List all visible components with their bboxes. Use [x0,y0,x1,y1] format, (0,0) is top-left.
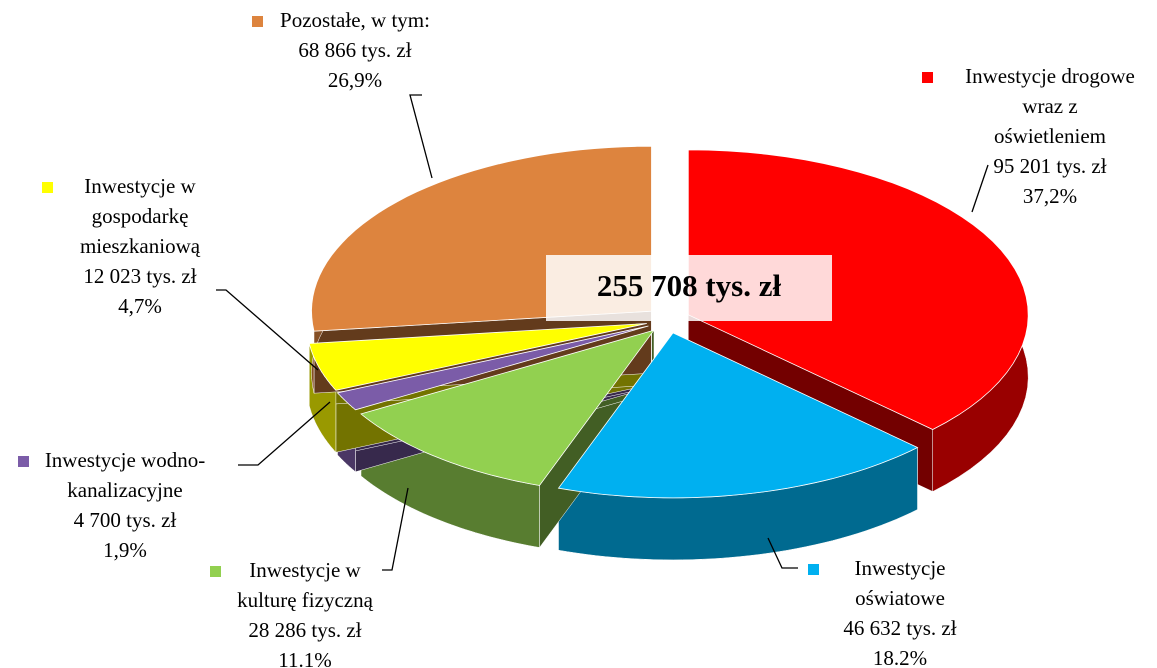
leader-line [216,289,319,371]
legend-marker [18,456,29,467]
leader-line [238,401,331,466]
category-label: Inwestycje drogowe [965,64,1135,88]
labels: Inwestycje drogowe wraz z oświetleniem 95 2… [18,8,1135,668]
slice [336,325,649,411]
legend-marker [210,566,221,577]
legend-marker [42,182,53,193]
value-label: 68 866 tys. zł [298,38,411,62]
total-label: 255 708 tys. zł [597,268,782,303]
value-label: 28 286 tys. zł [248,618,361,642]
leader-line [767,537,798,569]
slice-tops [308,145,1029,499]
legend-marker [252,16,263,27]
slice [687,149,1029,430]
legend-marker [808,564,819,575]
total-box [546,255,832,321]
legend-marker [922,72,933,83]
category-label: Inwestycje [855,556,946,580]
category-label: Inwestycje w [84,174,196,198]
leader-line [409,94,433,179]
slice [557,332,919,499]
category-label: kulturę fizyczną [237,588,374,612]
category-label: wraz z [1022,94,1077,118]
percent-label: 37,2% [1023,184,1077,208]
slice [308,323,647,391]
category-label: oświetleniem [994,124,1106,148]
leader-line [382,487,409,571]
category-label: mieszkaniową [80,234,201,258]
percent-label: 11.1% [278,648,331,668]
category-label: Pozostałe, w tym: [280,8,430,32]
category-label: Inwestycje w [249,558,361,582]
category-label: kanalizacyjne [67,478,182,502]
value-label: 95 201 tys. zł [993,154,1106,178]
category-label: gospodarkę [92,204,189,228]
percent-label: 18.2% [873,646,927,668]
value-label: 12 023 tys. zł [83,264,196,288]
slice [360,329,656,486]
percent-label: 4,7% [118,294,162,318]
value-label: 46 632 tys. zł [843,616,956,640]
percent-label: 26,9% [328,68,382,92]
leader-line [971,164,989,213]
category-label: oświatowe [855,586,945,610]
category-label: Inwestycje wodno- [45,448,205,472]
value-label: 4 700 tys. zł [74,508,177,532]
percent-label: 1,9% [103,538,147,562]
